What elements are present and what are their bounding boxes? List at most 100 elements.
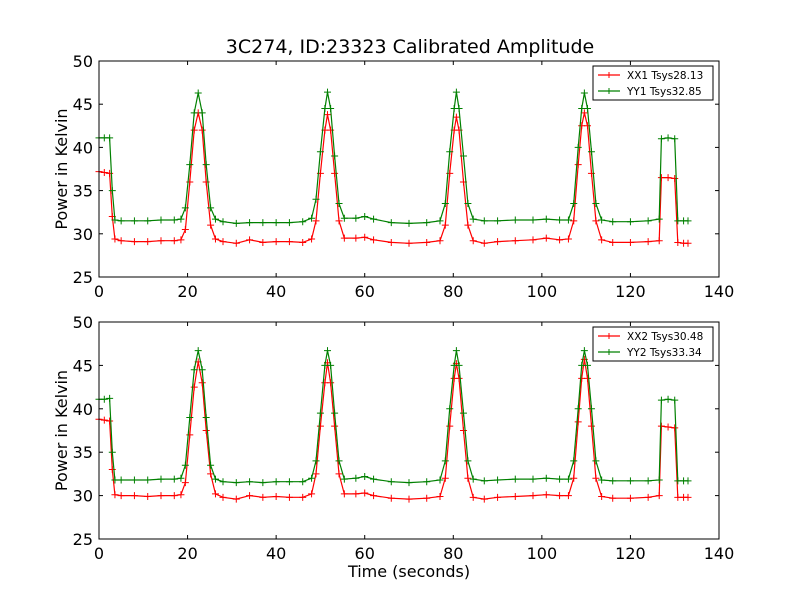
data-point bbox=[494, 476, 502, 484]
data-point bbox=[130, 476, 138, 484]
data-point bbox=[117, 492, 125, 500]
y-tick-label: 35 bbox=[73, 443, 93, 462]
data-point bbox=[272, 219, 280, 227]
data-point bbox=[583, 361, 591, 369]
data-point bbox=[529, 475, 537, 483]
x-tick-label: 20 bbox=[177, 544, 197, 563]
data-point bbox=[117, 476, 125, 484]
data-point bbox=[285, 493, 293, 501]
data-point bbox=[664, 174, 672, 182]
legend-entry: XX1 Tsys28.13 bbox=[598, 70, 703, 82]
data-point bbox=[644, 238, 652, 246]
data-point bbox=[370, 475, 378, 483]
data-point bbox=[157, 237, 165, 245]
data-point bbox=[423, 238, 431, 246]
data-point bbox=[352, 214, 360, 222]
data-point bbox=[452, 347, 460, 355]
data-point bbox=[446, 422, 454, 430]
data-point bbox=[157, 216, 165, 224]
data-point bbox=[327, 361, 335, 369]
data-point bbox=[361, 213, 369, 221]
data-point bbox=[657, 422, 665, 430]
data-point bbox=[436, 476, 444, 484]
y-tick-label: 30 bbox=[73, 225, 93, 244]
data-point bbox=[144, 238, 152, 246]
data-point bbox=[335, 200, 343, 208]
data-point bbox=[117, 237, 125, 245]
data-point bbox=[170, 475, 178, 483]
data-point bbox=[259, 479, 267, 487]
data-point bbox=[340, 234, 348, 242]
data-point bbox=[494, 217, 502, 225]
data-point bbox=[441, 221, 449, 229]
data-point bbox=[324, 347, 332, 355]
y-tick-label: 50 bbox=[73, 313, 93, 332]
data-point bbox=[316, 409, 324, 417]
data-point bbox=[352, 234, 360, 242]
data-point bbox=[609, 218, 617, 226]
data-point bbox=[387, 238, 395, 246]
data-point bbox=[423, 478, 431, 486]
data-point bbox=[684, 239, 692, 247]
data-point bbox=[194, 347, 202, 355]
data-point bbox=[464, 200, 472, 208]
data-point bbox=[177, 215, 185, 223]
data-point bbox=[592, 474, 600, 482]
data-point bbox=[246, 236, 254, 244]
data-point bbox=[644, 477, 652, 485]
data-point bbox=[657, 135, 665, 143]
data-point bbox=[108, 466, 116, 474]
data-point bbox=[340, 475, 348, 483]
data-point bbox=[511, 237, 519, 245]
data-point bbox=[469, 215, 477, 223]
data-point bbox=[111, 216, 119, 224]
data-point bbox=[308, 235, 316, 243]
y-tick-label: 35 bbox=[73, 182, 93, 201]
data-point bbox=[464, 474, 472, 482]
data-point bbox=[144, 217, 152, 225]
data-point bbox=[246, 478, 254, 486]
data-point bbox=[455, 374, 463, 382]
data-point bbox=[626, 477, 634, 485]
data-point bbox=[130, 238, 138, 246]
data-point bbox=[387, 219, 395, 227]
legend: XX2 Tsys30.48 YY2 Tsys33.34 bbox=[592, 326, 714, 362]
data-point bbox=[574, 161, 582, 169]
data-point bbox=[564, 235, 572, 243]
legend-marker bbox=[606, 88, 612, 94]
data-point bbox=[312, 217, 320, 225]
data-point bbox=[108, 448, 116, 456]
y-tick-label: 45 bbox=[73, 356, 93, 375]
data-point bbox=[219, 478, 227, 486]
data-point bbox=[186, 413, 194, 421]
data-point bbox=[340, 214, 348, 222]
data-point bbox=[674, 238, 682, 246]
data-point bbox=[106, 394, 114, 402]
data-point bbox=[655, 215, 663, 223]
data-point bbox=[308, 474, 316, 482]
data-point bbox=[335, 457, 343, 465]
data-point bbox=[232, 219, 240, 227]
data-point bbox=[130, 492, 138, 500]
data-point bbox=[583, 374, 591, 382]
data-point bbox=[664, 134, 672, 142]
data-point bbox=[583, 122, 591, 130]
legend-entry: YY1 Tsys32.85 bbox=[598, 86, 702, 98]
data-point bbox=[405, 495, 413, 503]
data-point bbox=[170, 216, 178, 224]
data-point bbox=[655, 237, 663, 245]
chart-panel-2: 0 20 40 60 80 100 120 140 25 30 35 40 45 50 Power in K… bbox=[52, 313, 734, 581]
data-point bbox=[511, 492, 519, 500]
x-tick-label: 80 bbox=[443, 282, 463, 301]
data-point bbox=[177, 474, 185, 482]
legend-box bbox=[592, 65, 714, 101]
data-point bbox=[331, 422, 339, 430]
data-point bbox=[455, 361, 463, 369]
data-point bbox=[441, 474, 449, 482]
data-point bbox=[556, 475, 564, 483]
data-point bbox=[587, 422, 595, 430]
data-point bbox=[170, 492, 178, 500]
data-point bbox=[657, 174, 665, 182]
data-point bbox=[480, 239, 488, 247]
data-point bbox=[529, 492, 537, 500]
